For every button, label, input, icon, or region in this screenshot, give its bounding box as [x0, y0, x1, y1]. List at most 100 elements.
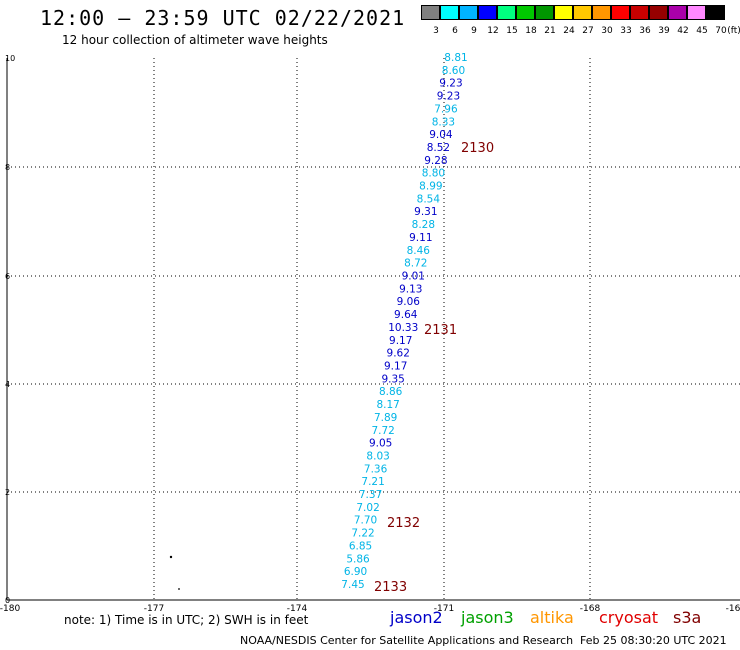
color-swatch	[535, 5, 554, 20]
color-scale-label: 30	[601, 26, 613, 36]
wave-height-label: 7.70	[354, 515, 377, 527]
color-swatch	[440, 5, 459, 20]
wave-height-label: 9.17	[389, 335, 412, 347]
wave-height-label: 8.99	[419, 181, 442, 193]
color-scale-label: 27	[582, 26, 594, 36]
wave-height-label: 7.96	[434, 103, 458, 115]
color-swatch	[497, 5, 516, 20]
wave-height-label: 9.17	[384, 360, 407, 372]
wave-height-label: 9.23	[439, 78, 462, 90]
mission-cryosat: cryosat	[599, 608, 659, 627]
color-scale-label: 3	[433, 26, 439, 36]
wave-height-map: -180 -177 -174 -171 -168 -1610864208.818.609.…	[0, 52, 740, 612]
mission-s3a: s3a	[673, 608, 702, 627]
pass-time-label: 2131	[424, 323, 457, 338]
wave-height-label: 8.81	[444, 52, 467, 64]
mission-jason3: jason3	[461, 608, 514, 627]
wave-height-label: 7.21	[361, 476, 384, 488]
wave-height-label: 9.06	[397, 296, 421, 308]
color-scale-label: 9	[471, 26, 477, 36]
wave-height-label: 9.01	[402, 271, 425, 283]
wave-height-label: 8.80	[422, 168, 445, 180]
wave-height-label: 9.11	[409, 232, 432, 244]
x-tick-label: -174	[287, 604, 308, 612]
wave-height-label: 10.33	[388, 322, 418, 334]
wave-height-label: 5.86	[346, 553, 370, 565]
wave-height-label: 8.46	[407, 245, 431, 257]
wave-height-label: 9.04	[429, 129, 453, 141]
color-scale-label: 24	[563, 26, 575, 36]
observation-dot	[178, 588, 180, 590]
color-swatch	[459, 5, 478, 20]
wave-height-label: 8.86	[379, 386, 403, 398]
color-swatch	[630, 5, 649, 20]
wave-height-label: 8.03	[366, 450, 389, 462]
wave-height-label: 8.33	[432, 116, 455, 128]
wave-height-label: 7.02	[356, 502, 379, 514]
wave-height-label: 7.36	[364, 463, 388, 475]
y-tick-label: 6	[5, 272, 10, 281]
x-tick-label: -180	[0, 604, 20, 612]
wave-height-label: 8.60	[442, 65, 465, 77]
observation-dot	[169, 555, 173, 559]
wave-height-label: 9.05	[369, 438, 392, 450]
color-swatch	[592, 5, 611, 20]
generated-timestamp: Feb 25 08:30:20 UTC 2021	[580, 634, 727, 647]
color-scale-unit: (ft)	[727, 26, 740, 36]
wave-height-label: 9.64	[394, 309, 418, 321]
color-swatch	[516, 5, 535, 20]
wave-height-label: 9.62	[387, 348, 410, 360]
color-scale-label: 42	[677, 26, 689, 36]
x-tick-label: -177	[144, 604, 164, 612]
color-scale-label: 6	[452, 26, 458, 36]
wave-height-label: 9.23	[437, 91, 460, 103]
wave-height-label: 8.17	[376, 399, 399, 411]
color-scale-label: 70	[715, 26, 727, 36]
color-swatch	[573, 5, 592, 20]
color-swatch	[554, 5, 573, 20]
y-tick-label: 10	[5, 54, 15, 63]
wave-height-label: 8.52	[427, 142, 450, 154]
footnote: note: 1) Time is in UTC; 2) SWH is in fe…	[64, 613, 309, 627]
agency-credit: NOAA/NESDIS Center for Satellite Applica…	[240, 634, 574, 647]
x-tick-label: -168	[580, 604, 601, 612]
color-swatch	[649, 5, 668, 20]
page-title: 12:00 – 23:59 UTC 02/22/2021	[40, 6, 406, 30]
mission-jason2: jason2	[390, 608, 443, 627]
page-subtitle: 12 hour collection of altimeter wave hei…	[62, 33, 328, 47]
y-tick-label: 0	[5, 596, 10, 605]
y-tick-label: 2	[5, 488, 10, 497]
wave-height-label: 9.13	[399, 283, 422, 295]
color-swatch	[706, 5, 725, 20]
mission-altika: altika	[530, 608, 574, 627]
pass-time-label: 2130	[461, 141, 494, 156]
wave-height-label: 7.45	[341, 579, 364, 591]
x-tick-label: -16	[726, 604, 740, 612]
pass-time-label: 2132	[387, 516, 420, 531]
color-swatch	[687, 5, 706, 20]
wave-height-label: 6.85	[349, 540, 372, 552]
wave-height-label: 9.35	[381, 373, 404, 385]
wave-height-label: 9.31	[414, 206, 437, 218]
x-tick-label: -171	[434, 604, 454, 612]
color-scale-label: 33	[620, 26, 632, 36]
wave-height-label: 7.37	[359, 489, 382, 501]
wave-height-label: 7.89	[374, 412, 397, 424]
wave-height-label: 7.22	[351, 528, 374, 540]
color-scale-label: 21	[544, 26, 556, 36]
color-swatch	[421, 5, 440, 20]
color-swatch	[668, 5, 687, 20]
pass-time-label: 2133	[374, 580, 407, 595]
color-scale-label: 12	[487, 26, 499, 36]
color-scale-label: 18	[525, 26, 537, 36]
wave-height-label: 9.28	[424, 155, 447, 167]
wave-height-label: 8.54	[417, 193, 441, 205]
wave-height-label: 8.72	[404, 258, 427, 270]
color-scale-label: 45	[696, 26, 708, 36]
color-scale-label: 15	[506, 26, 518, 36]
color-scale-label: 39	[658, 26, 670, 36]
color-scale-label: 36	[639, 26, 651, 36]
y-tick-label: 4	[5, 380, 10, 389]
wave-height-label: 7.72	[371, 425, 394, 437]
color-swatch	[611, 5, 630, 20]
